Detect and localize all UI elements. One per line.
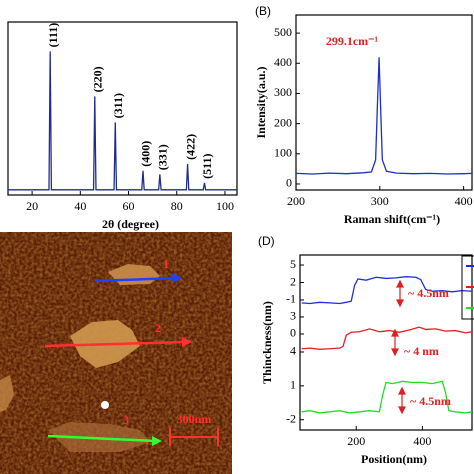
flake — [0, 375, 14, 412]
flake — [48, 422, 150, 452]
peak-annotation: 299.1cm⁻¹ — [326, 34, 379, 48]
arrow-head — [396, 279, 404, 288]
y-tick-label: 100 — [274, 146, 292, 160]
y-tick-label: 400 — [274, 55, 292, 69]
arrow-head — [182, 337, 192, 347]
y-tick-label: 3 — [290, 309, 296, 323]
peak-label: (111) — [46, 23, 60, 48]
x-axis-label: Raman shift(cm⁻¹) — [344, 212, 440, 226]
profile-arrow — [47, 434, 157, 443]
x-axis-label: Position(nm) — [361, 452, 427, 466]
step-annotation: ~ 4 nm — [404, 344, 439, 358]
profile-arrow — [44, 340, 187, 348]
arrow-head — [152, 436, 162, 446]
y-tick-label: 2 — [290, 274, 296, 288]
profile-label: 3 — [123, 413, 129, 427]
plot-frame — [7, 21, 238, 196]
x-tick-label: 300 — [371, 194, 389, 208]
particle — [101, 401, 109, 409]
plot-frame — [295, 14, 473, 191]
panel-label: (B) — [255, 4, 271, 18]
x-tick-label: 20 — [26, 199, 38, 213]
x-tick-label: 400 — [413, 434, 431, 448]
y-tick-label: 1 — [290, 378, 296, 392]
x-tick-label: 200 — [287, 194, 305, 208]
peak-label: (220) — [91, 66, 105, 92]
profile-arrow — [94, 276, 177, 283]
x-tick-label: 100 — [216, 199, 234, 213]
arrow-head — [398, 386, 406, 395]
y-tick-label: 300 — [274, 85, 292, 99]
y-tick-label: -2 — [286, 411, 296, 425]
step-annotation: ~ 4.5nm — [408, 286, 449, 300]
arrow-head — [396, 299, 404, 308]
data-line — [301, 276, 473, 305]
arrow-head — [391, 328, 399, 337]
peak-label: (331) — [156, 144, 170, 170]
y-tick-label: -1 — [286, 292, 296, 306]
x-tick-label: 60 — [123, 199, 135, 213]
y-axis-label: Intensity(a.u.) — [254, 66, 268, 138]
scale-bar-label: 300nm — [177, 412, 212, 426]
x-tick-label: 40 — [74, 199, 86, 213]
peak-label: (422) — [183, 134, 197, 160]
peak-label: (311) — [111, 93, 125, 118]
thickness-arrows — [391, 279, 406, 415]
plot-frame — [299, 254, 473, 431]
x-tick-label: 200 — [347, 434, 365, 448]
legend-box — [461, 255, 474, 320]
data-line — [301, 380, 473, 414]
data-line — [8, 51, 237, 191]
arrow-head — [172, 273, 182, 283]
x-axis-label: 2θ (degree) — [102, 217, 159, 231]
data-line — [301, 326, 473, 350]
afm-image: 1 2 3 300nm — [0, 232, 232, 474]
arrow-head — [398, 406, 406, 415]
y-tick-label: 500 — [274, 25, 292, 39]
panel-label: (D) — [258, 234, 275, 248]
peak-label: (400) — [139, 141, 153, 167]
arrow-head — [391, 348, 399, 357]
y-tick-label: 4 — [290, 344, 296, 358]
profile-label: 1 — [163, 257, 169, 271]
peak-label: (511) — [200, 154, 214, 179]
profile-label: 2 — [155, 321, 161, 335]
y-tick-label: 5 — [290, 257, 296, 271]
x-tick-label: 400 — [455, 194, 473, 208]
step-annotation: ~ 4.5nm — [410, 394, 451, 408]
y-tick-label: 200 — [274, 115, 292, 129]
x-tick-label: 80 — [171, 199, 183, 213]
y-tick-label: 0 — [286, 176, 292, 190]
data-line — [295, 57, 473, 175]
y-tick-label: 0 — [290, 326, 296, 340]
y-axis-label: Thinckness(nm) — [260, 301, 274, 384]
